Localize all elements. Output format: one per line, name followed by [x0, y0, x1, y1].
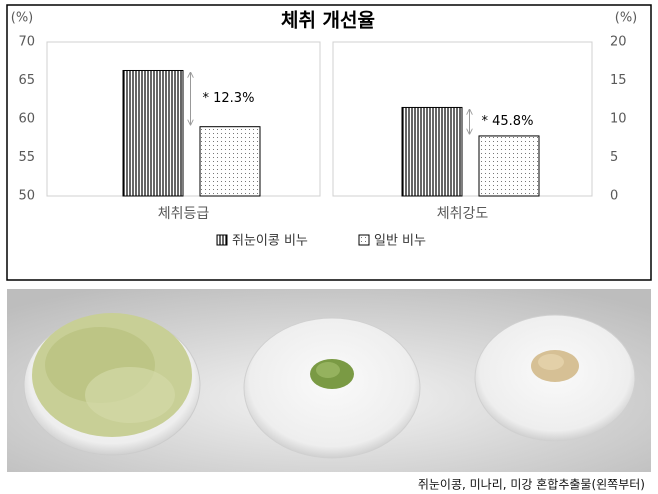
legend-label: 쥐눈이콩 비누	[232, 234, 308, 249]
annotation: * 12.3%	[203, 91, 255, 106]
x-tick-label: 체취강도	[437, 206, 489, 222]
legend-label: 일반 비누	[374, 234, 426, 249]
bar	[122, 69, 184, 197]
chart-title: 체취 개선율	[281, 10, 375, 32]
chart: 50 55 60 65 70 (%) 체취등급 * 12.3% 0 5 10 15 20 (%) 체취강도 *…	[11, 10, 638, 249]
bar	[199, 126, 261, 197]
caption: 쥐눈이콩, 미나리, 미강 혼합추출물(왼쪽부터)	[418, 478, 645, 492]
y-tick-label: 5	[610, 150, 618, 165]
y-tick-label: 55	[18, 150, 35, 165]
y-tick-label: 50	[18, 189, 35, 204]
y-tick-label: 20	[610, 35, 627, 50]
photo	[7, 289, 651, 472]
y-tick-label: 60	[18, 112, 35, 127]
y-axis-label: (%)	[11, 11, 34, 26]
x-tick-label: 체취등급	[158, 206, 210, 222]
annotation: * 45.8%	[482, 114, 534, 129]
bar	[401, 106, 463, 197]
legend-swatch	[358, 234, 370, 246]
bar	[478, 135, 540, 197]
y-tick-label: 10	[610, 112, 627, 127]
y-axis-label: (%)	[615, 11, 638, 26]
y-tick-label: 65	[18, 73, 35, 88]
chart-frame	[6, 4, 652, 281]
y-tick-label: 15	[610, 73, 627, 88]
y-tick-label: 70	[18, 35, 35, 50]
legend-swatch	[216, 234, 228, 246]
y-tick-label: 0	[610, 189, 618, 204]
